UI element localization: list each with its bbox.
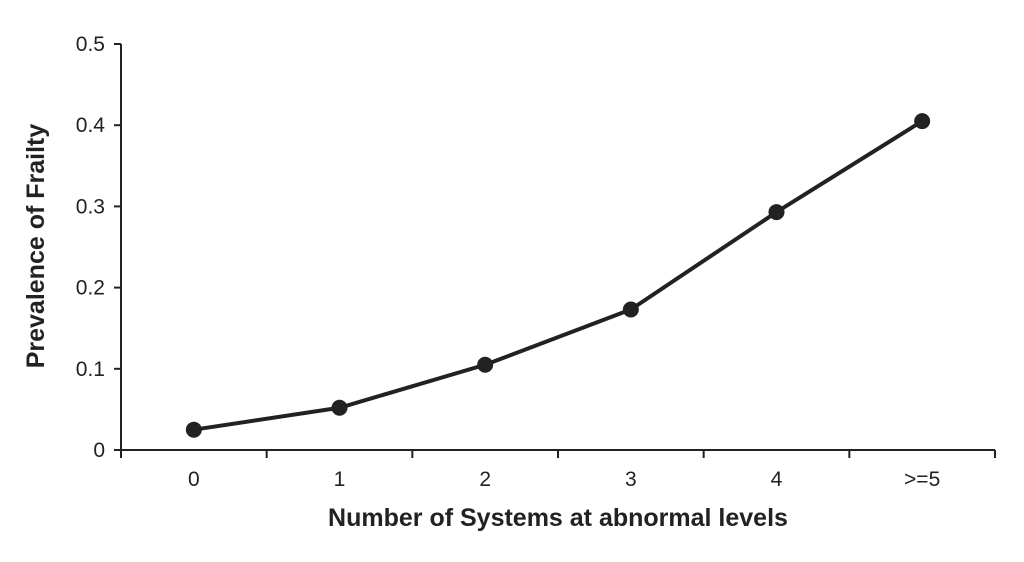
data-point [622, 301, 639, 318]
data-point [914, 113, 931, 130]
y-tick-label: 0.1 [76, 358, 105, 381]
data-point [331, 399, 348, 416]
x-axis-title: Number of Systems at abnormal levels [328, 504, 788, 532]
ticks [114, 43, 996, 458]
x-tick-label: 2 [479, 468, 491, 491]
axes [120, 44, 995, 451]
data-point [185, 421, 202, 438]
tick-labels: 0 0.1 0.2 0.3 0.4 0.5 0 1 2 3 4 >=5 [76, 33, 940, 491]
series [185, 113, 931, 438]
y-tick-label: 0 [93, 439, 105, 462]
x-tick-label: 3 [625, 468, 637, 491]
y-tick-label: 0.3 [76, 195, 105, 218]
y-tick-label: 0.4 [76, 114, 106, 137]
data-point [768, 204, 785, 221]
x-tick-label: 4 [771, 468, 783, 491]
y-tick-label: 0.2 [76, 277, 105, 300]
y-axis-title: Prevalence of Frailty [22, 124, 50, 369]
data-point [477, 356, 494, 373]
x-tick-label: >=5 [904, 468, 940, 491]
y-tick-label: 0.5 [76, 33, 105, 56]
x-tick-label: 0 [188, 468, 200, 491]
series-line [191, 119, 925, 432]
x-tick-label: 1 [334, 468, 346, 491]
